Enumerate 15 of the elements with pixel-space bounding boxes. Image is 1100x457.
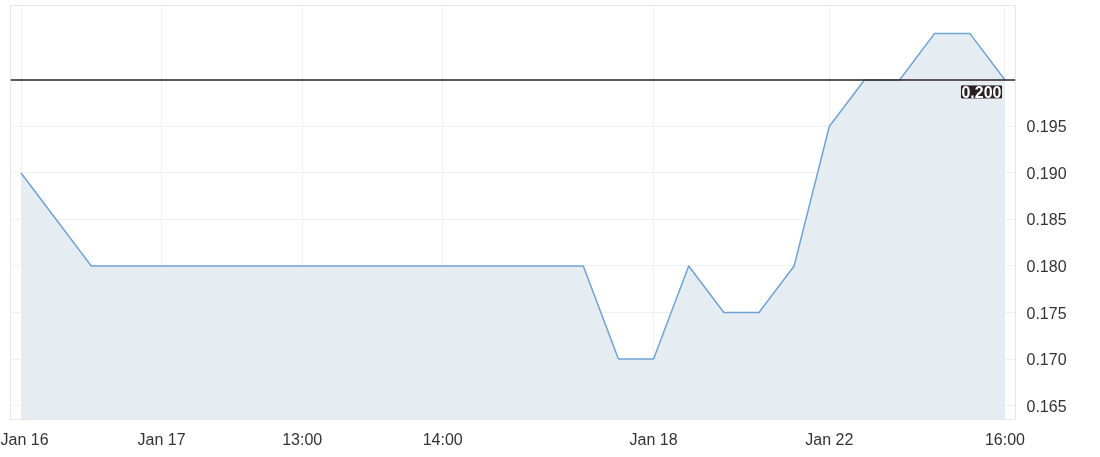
y-tick-label: 0.165: [1026, 397, 1067, 415]
y-tick-label: 0.180: [1026, 257, 1067, 275]
x-tick-label: Jan 22: [805, 430, 854, 448]
y-tick-label: 0.170: [1026, 351, 1067, 369]
x-tick-label: 14:00: [422, 430, 463, 448]
ref-line-label: 0.200: [961, 83, 1002, 101]
y-tick-label: 0.195: [1026, 118, 1067, 136]
y-tick-label: 0.185: [1026, 211, 1067, 229]
x-tick-label: Jan 18: [629, 430, 678, 448]
x-tick-label: Jan 17: [137, 430, 186, 448]
x-tick-label: 16:00: [984, 430, 1026, 448]
y-tick-label: 0.190: [1026, 164, 1067, 182]
y-tick-label: 0.175: [1026, 304, 1067, 322]
x-tick-label: Jan 16: [0, 430, 49, 448]
x-tick-label: 13:00: [282, 430, 323, 448]
